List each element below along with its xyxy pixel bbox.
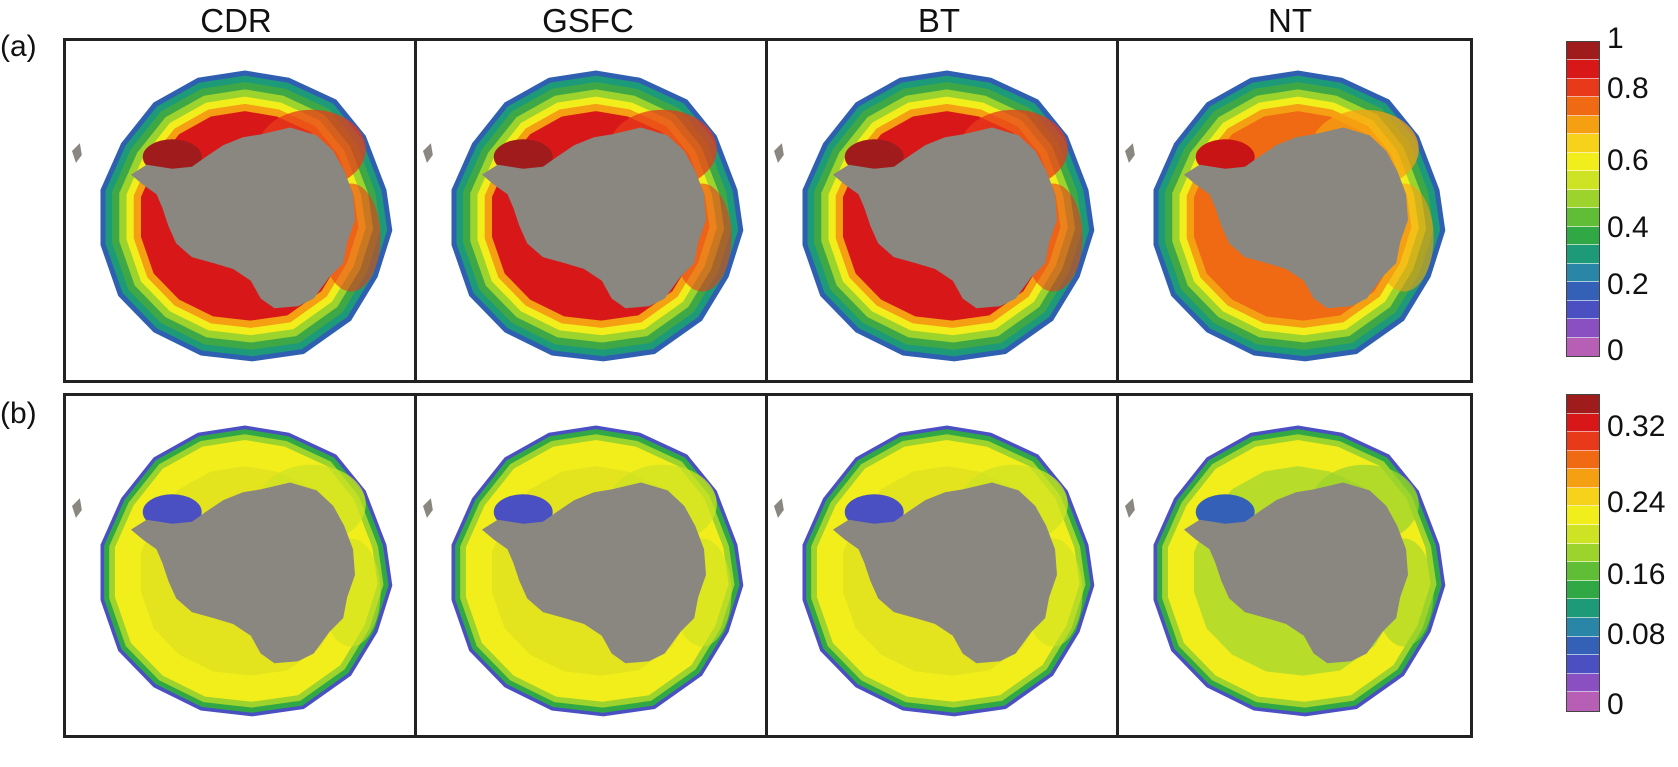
colorbar-a-tick: 0.4 <box>1607 211 1649 244</box>
colorbar-a-tick: 0.8 <box>1607 72 1649 105</box>
weddell-sea-patch <box>142 494 202 530</box>
row-label-a: (a) <box>0 30 37 63</box>
colorbar-segment <box>1567 78 1599 98</box>
antarctica-map <box>423 70 744 362</box>
antarctica-map <box>72 425 393 717</box>
colorbar-b <box>1566 394 1600 712</box>
colorbar-segment <box>1567 692 1599 711</box>
colorbar-a-tick: 0.6 <box>1607 144 1649 177</box>
colorbar-segment <box>1567 282 1599 301</box>
antarctica-map <box>72 70 393 362</box>
colorbar-segment <box>1567 562 1599 581</box>
colorbar-segment <box>1567 115 1599 135</box>
antarctica-land <box>130 127 355 309</box>
colorbar-a-tick: 0 <box>1607 334 1624 367</box>
colorbar-segment <box>1567 226 1599 246</box>
weddell-sea-patch <box>844 139 904 175</box>
antarctica-map <box>1125 70 1446 362</box>
colorbar-segment <box>1567 655 1599 674</box>
colorbar-a-tick: 0.2 <box>1607 268 1649 301</box>
antarctica-map <box>1125 425 1446 717</box>
weddell-sea-patch <box>142 139 202 175</box>
colorbar-segment <box>1567 487 1599 507</box>
colorbar-segment <box>1567 432 1599 451</box>
colorbar-segment <box>1567 543 1599 563</box>
colorbar-segment <box>1567 337 1599 356</box>
colorbar-segment <box>1567 319 1599 338</box>
south-america-tip <box>774 143 784 163</box>
colorbar-segment <box>1567 673 1599 693</box>
colorbar-segment <box>1567 263 1599 283</box>
south-america-tip <box>774 498 784 518</box>
map-panel-b-gsfc <box>414 393 771 738</box>
antarctica-land <box>832 482 1057 664</box>
colorbar-segment <box>1567 525 1599 544</box>
colorbar-segment <box>1567 42 1599 61</box>
row-label-b: (b) <box>0 397 37 430</box>
weddell-sea-patch <box>844 494 904 530</box>
map-panel-a-gsfc <box>414 38 771 383</box>
antarctica-map <box>774 70 1095 362</box>
south-america-tip <box>423 498 433 518</box>
colorbar-segment <box>1567 208 1599 227</box>
antarctica-land <box>832 127 1057 309</box>
south-america-tip <box>72 143 82 163</box>
colorbar-a-tick: 1 <box>1607 22 1624 55</box>
weddell-sea-patch <box>1195 494 1255 530</box>
colorbar-segment <box>1567 300 1599 320</box>
colorbar-b-tick: 0 <box>1607 688 1624 721</box>
colorbar-segment <box>1567 617 1599 637</box>
colorbar-segment <box>1567 469 1599 488</box>
colorbar-segment <box>1567 171 1599 190</box>
colorbar-segment <box>1567 450 1599 470</box>
colorbar-segment <box>1567 580 1599 600</box>
antarctica-land <box>130 482 355 664</box>
south-america-tip <box>1125 498 1135 518</box>
colorbar-b-tick: 0.32 <box>1607 410 1666 443</box>
colorbar-segment <box>1567 636 1599 656</box>
colorbar-segment <box>1567 189 1599 209</box>
colorbar-segment <box>1567 506 1599 526</box>
map-panel-a-bt <box>765 38 1122 383</box>
colorbar-segment <box>1567 395 1599 414</box>
column-title-cdr: CDR <box>200 2 272 39</box>
colorbar-segment <box>1567 60 1599 79</box>
colorbar-segment <box>1567 245 1599 264</box>
south-america-tip <box>423 143 433 163</box>
colorbar-segment <box>1567 413 1599 433</box>
map-panel-b-bt <box>765 393 1122 738</box>
weddell-sea-patch <box>1195 139 1255 175</box>
colorbar-segment <box>1567 599 1599 618</box>
antarctica-map <box>774 425 1095 717</box>
column-title-gsfc: GSFC <box>542 2 634 39</box>
colorbar-b-tick: 0.08 <box>1607 618 1666 651</box>
antarctica-land <box>481 482 706 664</box>
colorbar-segment <box>1567 152 1599 172</box>
south-america-tip <box>72 498 82 518</box>
antarctica-map <box>423 425 744 717</box>
map-panel-b-nt <box>1116 393 1473 738</box>
map-panel-b-cdr <box>63 393 420 738</box>
antarctica-land <box>481 127 706 309</box>
colorbar-segment <box>1567 97 1599 116</box>
antarctica-land <box>1183 127 1408 309</box>
colorbar-a <box>1566 41 1600 357</box>
south-america-tip <box>1125 143 1135 163</box>
colorbar-b-tick: 0.16 <box>1607 558 1666 591</box>
map-panel-a-nt <box>1116 38 1473 383</box>
antarctica-land <box>1183 482 1408 664</box>
column-title-nt: NT <box>1268 2 1312 39</box>
map-panel-a-cdr <box>63 38 420 383</box>
weddell-sea-patch <box>493 494 553 530</box>
column-title-bt: BT <box>917 2 961 39</box>
colorbar-b-tick: 0.24 <box>1607 486 1666 519</box>
colorbar-segment <box>1567 134 1599 153</box>
weddell-sea-patch <box>493 139 553 175</box>
